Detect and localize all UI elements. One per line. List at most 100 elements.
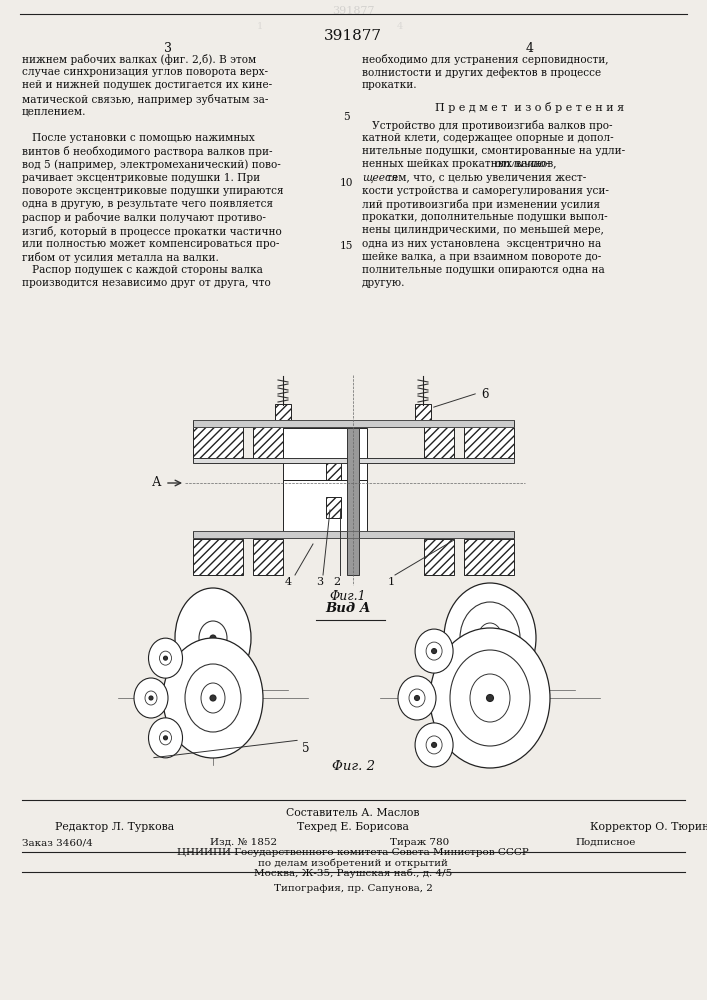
Ellipse shape <box>426 736 442 754</box>
Circle shape <box>149 696 153 700</box>
Circle shape <box>163 656 168 660</box>
Text: винтов б необходимого раствора валков при-: винтов б необходимого раствора валков пр… <box>22 146 272 157</box>
Ellipse shape <box>160 651 172 665</box>
Ellipse shape <box>426 642 442 660</box>
Text: 5: 5 <box>302 742 310 755</box>
Text: необходимо для устранения серповидности,: необходимо для устранения серповидности, <box>362 54 609 65</box>
Text: 3: 3 <box>316 577 323 587</box>
Bar <box>424 539 454 575</box>
Circle shape <box>487 635 493 641</box>
Text: Φиг.1: Φиг.1 <box>329 590 366 603</box>
Circle shape <box>431 649 437 654</box>
Ellipse shape <box>185 664 241 732</box>
Ellipse shape <box>148 718 182 758</box>
Ellipse shape <box>478 623 502 653</box>
Bar <box>253 422 283 458</box>
Text: прокатки, дополнительные подушки выпол-: прокатки, дополнительные подушки выпол- <box>362 212 607 222</box>
Text: одна из них установлена  эксцентрично на: одна из них установлена эксцентрично на <box>362 239 601 249</box>
Text: кости устройства и саморегулирования уси-: кости устройства и саморегулирования уси… <box>362 186 609 196</box>
Ellipse shape <box>199 621 227 655</box>
Bar <box>283 480 367 532</box>
Text: Φиг. 2: Φиг. 2 <box>332 760 375 773</box>
Text: случае синхронизация углов поворота верх-: случае синхронизация углов поворота верх… <box>22 67 268 77</box>
Text: распор и рабочие валки получают противо-: распор и рабочие валки получают противо- <box>22 212 266 223</box>
Text: производится независимо друг от друга, что: производится независимо друг от друга, ч… <box>22 278 271 288</box>
Bar <box>347 428 359 575</box>
Text: катной клети, содержащее опорные и допол-: катной клети, содержащее опорные и допол… <box>362 133 614 143</box>
Text: 4: 4 <box>285 577 292 587</box>
Text: Изд. № 1852: Изд. № 1852 <box>210 838 277 847</box>
Circle shape <box>210 635 216 641</box>
Text: другую.: другую. <box>362 278 406 288</box>
Circle shape <box>210 695 216 701</box>
Bar <box>283 428 367 480</box>
Bar <box>326 459 341 480</box>
Text: Корректор О. Тюрина: Корректор О. Тюрина <box>590 822 707 832</box>
Text: изгиб, который в процессе прокатки частично: изгиб, который в процессе прокатки части… <box>22 226 282 237</box>
Text: повороте эксцентриковые подушки упираются: повороте эксцентриковые подушки упираютс… <box>22 186 284 196</box>
Text: нительные подушки, смонтированные на удли-: нительные подушки, смонтированные на удл… <box>362 146 625 156</box>
Text: Заказ 3460/4: Заказ 3460/4 <box>22 838 93 847</box>
Ellipse shape <box>450 650 530 746</box>
Bar <box>253 539 283 575</box>
Text: П р е д м е т  и з о б р е т е н и я: П р е д м е т и з о б р е т е н и я <box>436 102 624 113</box>
Text: Москва, Ж-35, Раушская наб., д. 4/5: Москва, Ж-35, Раушская наб., д. 4/5 <box>254 869 452 879</box>
Text: вод 5 (например, электромеханический) пово-: вод 5 (например, электромеханический) по… <box>22 160 281 170</box>
Bar <box>193 420 514 427</box>
Text: матической связью, например зубчатым за-: матической связью, например зубчатым за- <box>22 94 269 105</box>
Text: 5: 5 <box>343 112 349 122</box>
Text: 3: 3 <box>164 42 172 55</box>
Text: Устройство для противоизгиба валков про-: Устройство для противоизгиба валков про- <box>362 120 612 131</box>
Text: Техред Е. Борисова: Техред Е. Борисова <box>297 822 409 832</box>
Text: 2: 2 <box>333 577 340 587</box>
Text: гибом от усилия металла на валки.: гибом от усилия металла на валки. <box>22 252 219 263</box>
Text: лий противоизгиба при изменении усилия: лий противоизгиба при изменении усилия <box>362 199 600 210</box>
Text: 15: 15 <box>339 241 353 251</box>
Ellipse shape <box>201 683 225 713</box>
Bar <box>424 422 454 458</box>
Ellipse shape <box>430 628 550 768</box>
Text: ненных шейках прокатных валков,: ненных шейках прокатных валков, <box>362 159 560 169</box>
Text: отличаю-: отличаю- <box>495 159 550 169</box>
Text: шейке валка, а при взаимном повороте до-: шейке валка, а при взаимном повороте до- <box>362 252 601 262</box>
Ellipse shape <box>460 602 520 674</box>
Text: нены цилиндрическими, по меньшей мере,: нены цилиндрическими, по меньшей мере, <box>362 225 604 235</box>
Text: Составитель А. Маслов: Составитель А. Маслов <box>286 808 420 818</box>
Ellipse shape <box>398 676 436 720</box>
Ellipse shape <box>148 638 182 678</box>
Bar <box>326 497 341 518</box>
Text: прокатки.: прокатки. <box>362 80 418 90</box>
Text: Тираж 780: Тираж 780 <box>390 838 449 847</box>
Text: цеплением.: цеплением. <box>22 107 86 117</box>
Bar <box>464 539 514 575</box>
Circle shape <box>431 742 437 747</box>
Text: 4: 4 <box>397 22 403 31</box>
Text: одна в другую, в результате чего появляется: одна в другую, в результате чего появляе… <box>22 199 273 209</box>
Circle shape <box>163 736 168 740</box>
Ellipse shape <box>160 731 172 745</box>
Ellipse shape <box>145 691 157 705</box>
Text: тем, что, с целью увеличения жест-: тем, что, с целью увеличения жест- <box>383 173 586 183</box>
Bar <box>193 422 243 458</box>
Bar <box>275 404 291 422</box>
Text: или полностью может компенсироваться про-: или полностью может компенсироваться про… <box>22 239 279 249</box>
Text: щееся: щееся <box>362 173 398 183</box>
Text: рачивает эксцентриковые подушки 1. При: рачивает эксцентриковые подушки 1. При <box>22 173 260 183</box>
Text: волнистости и других дефектов в процессе: волнистости и других дефектов в процессе <box>362 67 601 78</box>
Text: ЦНИИПИ Государственного комитета Совета Министров СССР: ЦНИИПИ Государственного комитета Совета … <box>177 848 529 857</box>
Text: по делам изобретений и открытий: по делам изобретений и открытий <box>258 859 448 868</box>
Text: 391877: 391877 <box>324 29 382 43</box>
Ellipse shape <box>175 588 251 688</box>
Text: А: А <box>152 476 161 489</box>
Bar <box>193 458 514 463</box>
Ellipse shape <box>163 638 263 758</box>
Bar <box>415 404 431 422</box>
Ellipse shape <box>415 629 453 673</box>
Text: После установки с помощью нажимных: После установки с помощью нажимных <box>22 133 255 143</box>
Bar <box>193 531 514 538</box>
Text: Подписное: Подписное <box>575 838 636 847</box>
Text: 6: 6 <box>481 388 489 401</box>
Text: 4: 4 <box>526 42 534 55</box>
Ellipse shape <box>470 674 510 722</box>
Text: ней и нижней подушек достигается их кине-: ней и нижней подушек достигается их кине… <box>22 80 272 90</box>
